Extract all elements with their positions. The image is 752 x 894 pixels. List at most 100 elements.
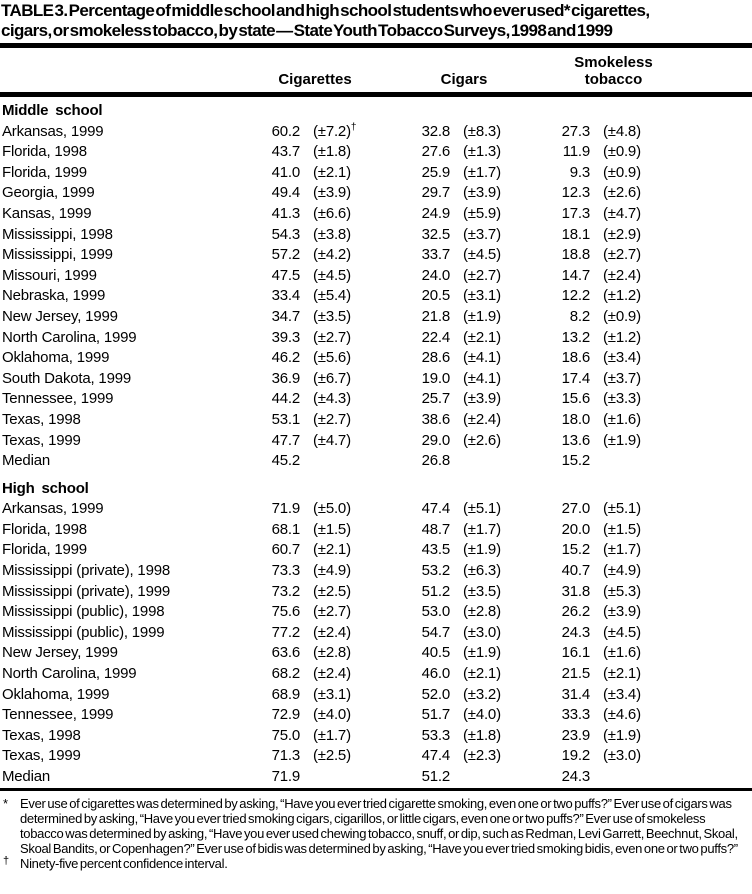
smokeless-ci: (±3.3) [590, 389, 665, 410]
table-row: Texas, 1998 75.0 (±1.7) 53.3 (±1.8) 23.9… [0, 726, 752, 747]
row-filler [665, 225, 752, 246]
cigarettes-value: 68.9 [271, 685, 301, 703]
smokeless-value: 16.1 [561, 644, 591, 662]
state-label: Missouri, 1999 [2, 266, 97, 284]
cigarettes-value: 72.9 [271, 706, 301, 724]
cigars-ci [450, 767, 530, 788]
cigarettes-value: 71.3 [271, 747, 301, 765]
state-label: Texas, 1998 [2, 410, 81, 428]
state-label: Florida, 1998 [2, 520, 87, 538]
table-row: Mississippi (public), 1999 77.2 (±2.4) 5… [0, 623, 752, 644]
cigars-ci: (±1.9) [450, 307, 530, 328]
cigarettes-ci-text: (±4.2) [313, 246, 351, 264]
cigarettes-ci-text: (±6.7) [313, 369, 351, 387]
row-filler [665, 328, 752, 349]
cigars-ci-text: (±3.0) [463, 623, 501, 641]
cigarettes-value: 60.2 [271, 122, 301, 140]
smokeless-value: 23.9 [561, 726, 591, 744]
cigars-value: 24.0 [421, 266, 451, 284]
row-filler [665, 163, 752, 184]
footnote-ever-used: * Ever use of cigarettes was determined … [3, 796, 752, 856]
cigars-value: 22.4 [421, 328, 451, 346]
table-row: Florida, 1998 68.1 (±1.5) 48.7 (±1.7) 20… [0, 520, 752, 541]
row-filler [665, 664, 752, 685]
cigars-ci-text: (±1.9) [463, 541, 501, 559]
cigars-ci-text: (±3.7) [463, 225, 501, 243]
cigars-ci: (±3.0) [450, 623, 530, 644]
state-label: Oklahoma, 1999 [2, 685, 110, 703]
smokeless-ci-text: (±3.9) [603, 603, 641, 621]
cigars-value: 24.9 [421, 204, 451, 222]
state-label: Oklahoma, 1999 [2, 349, 110, 367]
cigars-value: 25.9 [421, 163, 451, 181]
smokeless-value: 26.2 [561, 603, 591, 621]
cigars-value: 51.7 [421, 706, 451, 724]
smokeless-value: 20.0 [561, 520, 591, 538]
smokeless-value: 27.3 [561, 122, 591, 140]
state-label: Kansas, 1999 [2, 204, 92, 222]
smokeless-ci-text: (±2.6) [603, 184, 641, 202]
cigarettes-ci: (±3.9) [300, 183, 380, 204]
state-label: Mississippi (public), 1999 [2, 623, 165, 641]
smokeless-ci-text: (±4.5) [603, 623, 641, 641]
cigars-ci-text: (±3.9) [463, 390, 501, 408]
cigars-value: 47.4 [421, 747, 451, 765]
state-label: Mississippi, 1998 [2, 225, 113, 243]
table-title-line2: cigars, or smokeless tobacco, by state —… [1, 21, 613, 40]
smokeless-ci-text: (±1.2) [603, 287, 641, 305]
table-row: North Carolina, 1999 39.3 (±2.7) 22.4 (±… [0, 328, 752, 349]
smokeless-ci: (±0.9) [590, 142, 665, 163]
cigarettes-ci: (±2.7) [300, 410, 380, 431]
footnote-confidence-interval: † Ninety-five percent confidence interva… [3, 855, 752, 871]
state-label: Georgia, 1999 [2, 184, 95, 202]
smokeless-ci: (±0.9) [590, 163, 665, 184]
cigarettes-value: 73.2 [271, 582, 301, 600]
cigars-ci: (±2.8) [450, 602, 530, 623]
cigarettes-ci-text: (±2.1) [313, 163, 351, 181]
smokeless-ci: (±3.4) [590, 348, 665, 369]
cigarettes-ci-text: (±4.0) [313, 706, 351, 724]
state-label: Texas, 1998 [2, 726, 81, 744]
cigarettes-ci-text: (±3.8) [313, 225, 351, 243]
cigarettes-ci-text: (±3.1) [313, 685, 351, 703]
cigars-value: 47.4 [421, 500, 451, 518]
smokeless-ci-text: (±3.4) [603, 349, 641, 367]
smokeless-value: 33.3 [561, 706, 591, 724]
row-filler [665, 767, 752, 788]
row-filler [665, 685, 752, 706]
state-label: North Carolina, 1999 [2, 328, 137, 346]
bottom-rule [0, 787, 752, 791]
footnote-text: Ninety-five percent confidence interval. [20, 855, 228, 871]
smokeless-value: 8.2 [569, 307, 590, 325]
smokeless-value: 11.9 [562, 143, 590, 161]
state-label: Tennessee, 1999 [2, 706, 114, 724]
cigars-ci: (±1.7) [450, 163, 530, 184]
state-label: Nebraska, 1999 [2, 287, 106, 305]
row-filler [665, 183, 752, 204]
cigars-ci: (±1.3) [450, 142, 530, 163]
cigars-ci: (±1.9) [450, 540, 530, 561]
cigars-ci: (±2.4) [450, 410, 530, 431]
cigarettes-ci: (±3.1) [300, 685, 380, 706]
cigars-ci: (±5.1) [450, 499, 530, 520]
cigars-ci-text: (±2.7) [463, 266, 501, 284]
smokeless-value: 12.3 [561, 184, 591, 202]
row-filler [665, 286, 752, 307]
smokeless-ci-text: (±1.7) [603, 541, 641, 559]
cigarettes-ci: (±1.7) [300, 726, 380, 747]
cigars-ci-text: (±2.4) [463, 410, 501, 428]
smokeless-value: 14.7 [561, 266, 591, 284]
row-filler [665, 499, 752, 520]
cigarettes-ci: (±6.6) [300, 204, 380, 225]
table-row: North Carolina, 1999 68.2 (±2.4) 46.0 (±… [0, 664, 752, 685]
table-row: New Jersey, 1999 63.6 (±2.8) 40.5 (±1.9)… [0, 643, 752, 664]
cigarettes-value: 75.0 [271, 726, 301, 744]
cigarettes-ci: (±4.9) [300, 561, 380, 582]
cigars-ci-text: (±2.6) [463, 431, 501, 449]
cigarettes-value: 34.7 [271, 307, 301, 325]
row-filler [665, 431, 752, 452]
smokeless-ci-text: (±1.6) [603, 410, 641, 428]
smokeless-ci: (±5.3) [590, 582, 665, 603]
table-row: Nebraska, 1999 33.4 (±5.4) 20.5 (±3.1) 1… [0, 286, 752, 307]
smokeless-value: 31.8 [561, 582, 591, 600]
